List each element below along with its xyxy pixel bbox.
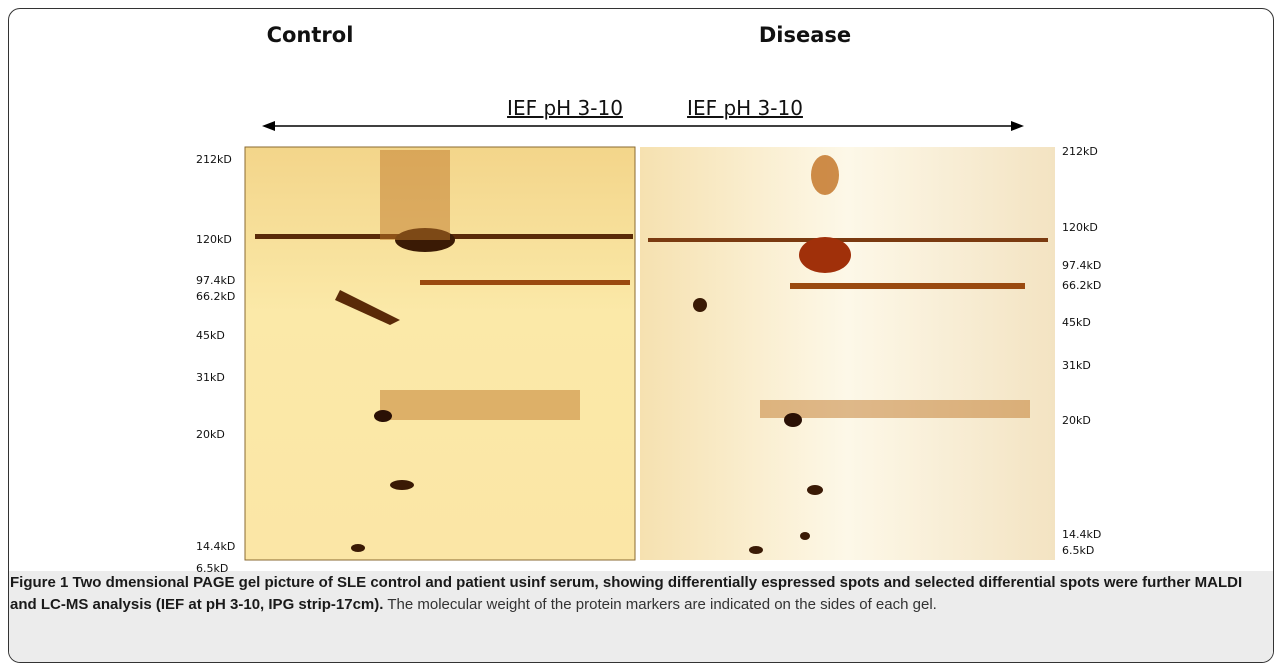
marker-label: 97.4kD: [196, 274, 235, 287]
caption-text: The molecular weight of the protein mark…: [387, 596, 936, 613]
marker-label: 20kD: [196, 428, 225, 441]
marker-label: 6.5kD: [1062, 544, 1094, 557]
marker-label: 66.2kD: [1062, 279, 1101, 292]
marker-label: 14.4kD: [196, 540, 235, 553]
marker-label: 14.4kD: [1062, 528, 1101, 541]
page: Control Disease IEF pH 3-10 IEF pH 3-10 …: [0, 0, 1282, 671]
marker-label: 120kD: [1062, 221, 1098, 234]
marker-label: 31kD: [1062, 359, 1091, 372]
marker-label: 212kD: [196, 153, 232, 166]
panel-title: Control: [267, 23, 354, 47]
disease-gel: [640, 147, 1055, 560]
marker-label: 212kD: [1062, 145, 1098, 158]
caption: Figure 1 Two dmensional PAGE gel picture…: [10, 572, 1255, 615]
control-gel: [245, 147, 635, 560]
panel-title: Disease: [759, 23, 851, 47]
marker-label: 66.2kD: [196, 290, 235, 303]
ief-label: IEF pH 3-10: [507, 96, 623, 120]
marker-label: 45kD: [1062, 316, 1091, 329]
ief-label: IEF pH 3-10: [687, 96, 803, 120]
marker-label: 20kD: [1062, 414, 1091, 427]
marker-label: 97.4kD: [1062, 259, 1101, 272]
caption-label: Figure 1: [10, 574, 68, 591]
marker-label: 120kD: [196, 233, 232, 246]
marker-label: 45kD: [196, 329, 225, 342]
marker-label: 31kD: [196, 371, 225, 384]
figure: Control Disease IEF pH 3-10 IEF pH 3-10 …: [0, 0, 1282, 671]
